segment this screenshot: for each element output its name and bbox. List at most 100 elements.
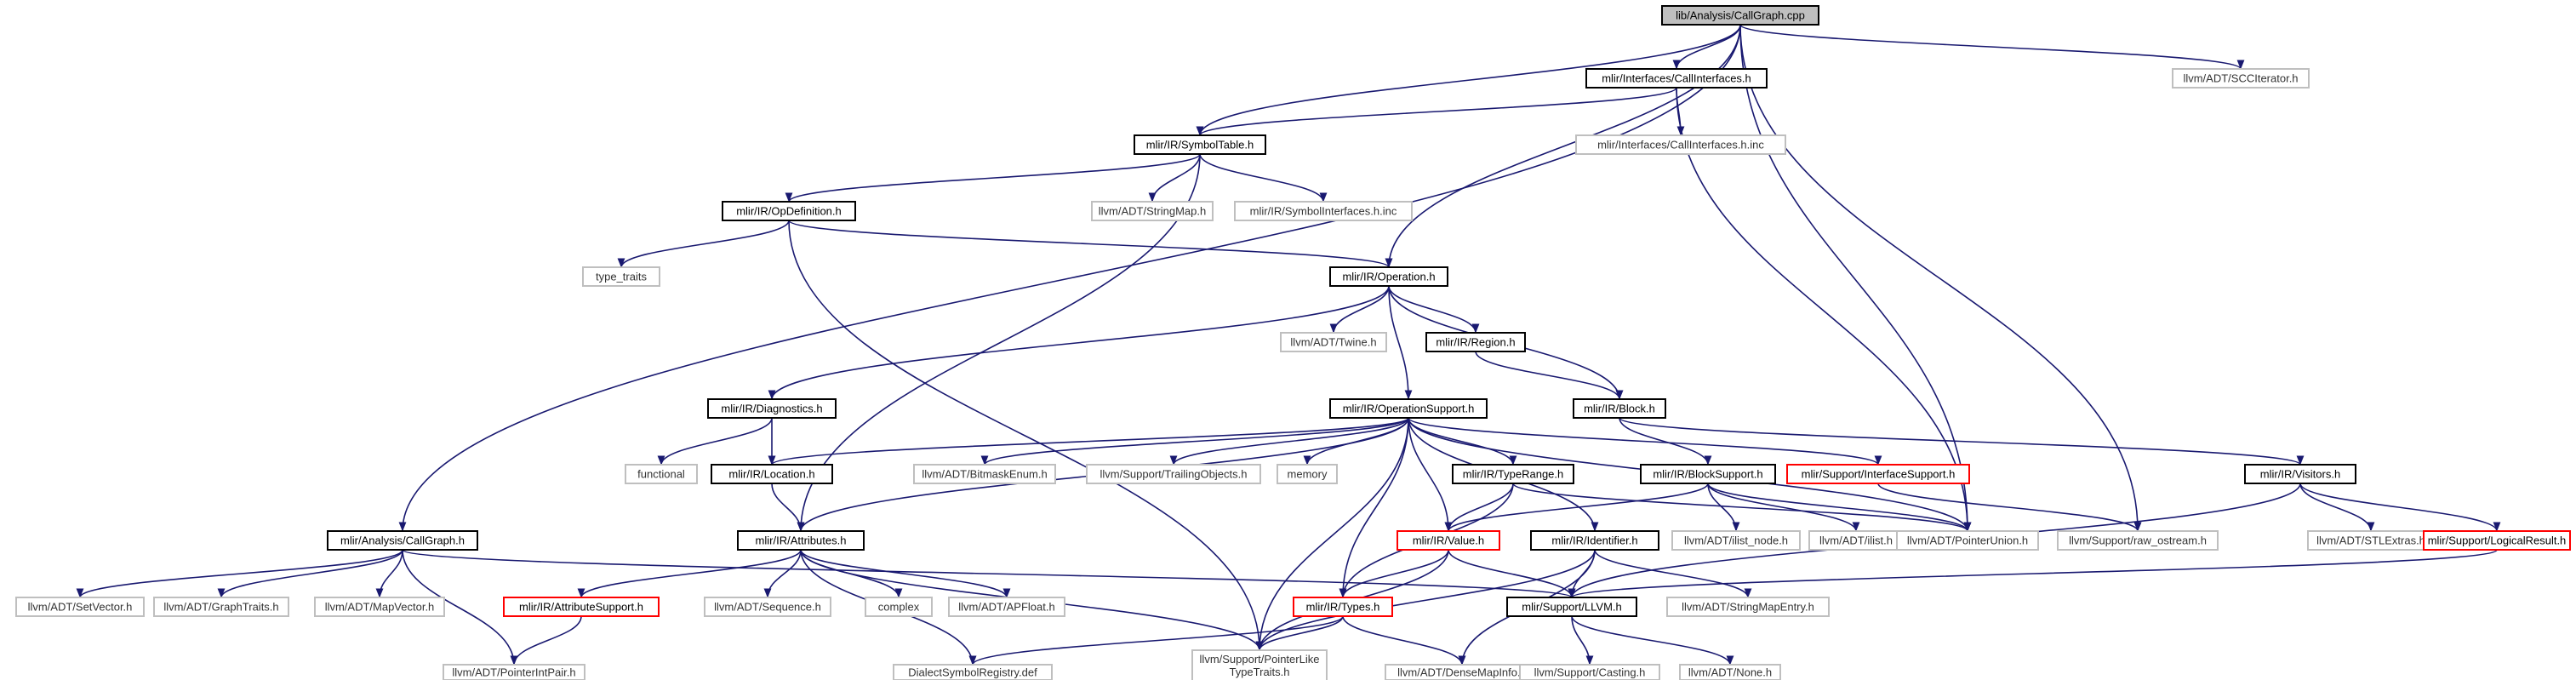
node-box (1640, 464, 1776, 484)
node-operationsupport-h[interactable]: mlir/IR/OperationSupport.h (1329, 398, 1488, 419)
node-box (1277, 464, 1338, 484)
node-box (865, 597, 933, 617)
node-symbolinterfaces-inc: mlir/IR/SymbolInterfaces.h.inc (1234, 201, 1413, 221)
node-callinterfaces-h[interactable]: mlir/Interfaces/CallInterfaces.h (1585, 68, 1768, 89)
node-attributes-h[interactable]: mlir/IR/Attributes.h (737, 530, 865, 551)
node-label: llvm/ADT/SetVector.h (28, 600, 133, 613)
node-label: mlir/IR/Operation.h (1342, 270, 1435, 283)
node-graphtraits-h: llvm/ADT/GraphTraits.h (153, 597, 289, 617)
edge-analysis_callgraph_h-to-pointerintpair_h (402, 549, 518, 666)
node-stlextras-h: llvm/ADT/STLExtras.h (2307, 530, 2435, 551)
node-box (893, 664, 1053, 680)
node-label: llvm/ADT/ilist_node.h (1684, 534, 1788, 546)
node-label: mlir/IR/OperationSupport.h (1343, 402, 1475, 414)
edge-support_llvm_h-to-casting_h (1571, 615, 1594, 666)
node-pointerintpair-h: llvm/ADT/PointerIntPair.h (443, 664, 585, 680)
node-box (1452, 464, 1574, 484)
edge-blocksupport_h-to-pointerunion_h (1707, 483, 1972, 532)
edge-symboltable_h-to-stringmap_h (1148, 153, 1201, 203)
node-support-llvm-h[interactable]: mlir/Support/LLVM.h (1506, 597, 1637, 617)
edge-attributes_h-to-attributesupport_h (577, 549, 802, 598)
edge-location_h-to-attributes_h (771, 483, 805, 532)
edge-operationsupport_h-to-bitmaskenum_h (980, 417, 1409, 466)
node-operation-h[interactable]: mlir/IR/Operation.h (1329, 266, 1448, 287)
node-label: llvm/Support/PointerLike (1200, 653, 1320, 666)
node-label: DialectSymbolRegistry.def (908, 666, 1037, 678)
node-box (1091, 201, 1214, 221)
node-attributesupport-h[interactable]: mlir/IR/AttributeSupport.h (503, 597, 660, 617)
edge-region_h-to-block_h (1475, 351, 1624, 400)
node-box (582, 266, 660, 287)
node-label: llvm/ADT/GraphTraits.h (163, 600, 278, 613)
node-identifier-h[interactable]: mlir/IR/Identifier.h (1530, 530, 1659, 551)
node-label: TypeTraits.h (1229, 666, 1289, 678)
node-ilist-h: llvm/ADT/ilist.h (1808, 530, 1904, 551)
node-callinterfaces-inc: mlir/Interfaces/CallInterfaces.h.inc (1575, 134, 1786, 155)
node-opdefinition-h[interactable]: mlir/IR/OpDefinition.h (722, 201, 856, 221)
edge-callgraph_cpp-to-symboltable_h (1196, 24, 1741, 136)
node-label: mlir/Support/LogicalResult.h (2428, 534, 2567, 546)
node-label: mlir/IR/Region.h (1436, 335, 1515, 348)
node-label: llvm/ADT/PointerUnion.h (1907, 534, 2028, 546)
node-apfloat-h: llvm/ADT/APFloat.h (948, 597, 1065, 617)
node-label: mlir/Support/InterfaceSupport.h (1802, 467, 1956, 480)
node-box (1519, 664, 1660, 680)
edge-operationsupport_h-to-types_h (1339, 417, 1409, 598)
edge-blocksupport_h-to-ilist_h (1707, 483, 1860, 532)
node-interfacesupport-h[interactable]: mlir/Support/InterfaceSupport.h (1786, 464, 1970, 484)
node-type-traits: type_traits (582, 266, 660, 287)
node-label: mlir/IR/Attributes.h (756, 534, 847, 546)
node-label: mlir/IR/Visitors.h (2260, 467, 2340, 480)
node-location-h[interactable]: mlir/IR/Location.h (711, 464, 833, 484)
node-box (1280, 332, 1387, 352)
node-label: llvm/Support/raw_ostream.h (2069, 534, 2207, 546)
node-box (913, 464, 1056, 484)
node-box (1666, 597, 1830, 617)
node-memory: memory (1277, 464, 1338, 484)
node-block-h[interactable]: mlir/IR/Block.h (1573, 398, 1666, 419)
node-box (1786, 464, 1970, 484)
edge-operationsupport_h-to-value_h (1408, 417, 1453, 532)
node-region-h[interactable]: mlir/IR/Region.h (1425, 332, 1526, 352)
node-bitmaskenum-h: llvm/ADT/BitmaskEnum.h (913, 464, 1056, 484)
edge-symboltable_h-to-symbolinterfaces_inc (1199, 153, 1328, 203)
node-typerange-h[interactable]: mlir/IR/TypeRange.h (1452, 464, 1574, 484)
node-value-h[interactable]: mlir/IR/Value.h (1397, 530, 1500, 551)
edge-attributesupport_h-to-pointerintpair_h (510, 615, 582, 666)
node-types-h[interactable]: mlir/IR/Types.h (1293, 597, 1393, 617)
node-box (948, 597, 1065, 617)
node-pointerunion-h: llvm/ADT/PointerUnion.h (1896, 530, 2039, 551)
edge-operationsupport_h-to-interfacesupport_h (1408, 417, 1882, 466)
node-analysis-callgraph-h[interactable]: mlir/Analysis/CallGraph.h (327, 530, 478, 551)
edge-attributes_h-to-apfloat_h (800, 549, 1011, 598)
node-visitors-h[interactable]: mlir/IR/Visitors.h (2244, 464, 2356, 484)
node-box (704, 597, 831, 617)
edge-callgraph_cpp-to-operation_h (1385, 24, 1741, 268)
node-label: llvm/ADT/ilist.h (1819, 534, 1893, 546)
node-box (1530, 530, 1659, 551)
node-label: mlir/IR/Identifier.h (1551, 534, 1637, 546)
node-box (1293, 597, 1393, 617)
edge-operation_h-to-diagnostics_h (768, 285, 1390, 400)
node-raw-ostream-h: llvm/Support/raw_ostream.h (2057, 530, 2219, 551)
node-label: llvm/ADT/StringMap.h (1099, 204, 1206, 217)
node-callgraph-cpp[interactable]: lib/Analysis/CallGraph.cpp (1661, 5, 1819, 26)
node-box (1397, 530, 1500, 551)
node-label: llvm/ADT/DenseMapInfo.h (1397, 666, 1527, 678)
node-logicalresult-h[interactable]: mlir/Support/LogicalResult.h (2423, 530, 2571, 551)
node-blocksupport-h[interactable]: mlir/IR/BlockSupport.h (1640, 464, 1776, 484)
node-label: mlir/IR/SymbolInterfaces.h.inc (1250, 204, 1397, 217)
edge-support_llvm_h-to-none_h (1571, 615, 1734, 666)
node-diagnostics-h[interactable]: mlir/IR/Diagnostics.h (707, 398, 837, 419)
edge-diagnostics_h-to-functional (657, 417, 773, 466)
node-symboltable-h[interactable]: mlir/IR/SymbolTable.h (1134, 134, 1266, 155)
edge-types_h-to-dialectsymbolregistry_def (968, 615, 1344, 666)
node-label: llvm/ADT/PointerIntPair.h (452, 666, 575, 678)
node-label: llvm/ADT/MapVector.h (325, 600, 435, 613)
node-box (2244, 464, 2356, 484)
node-label: llvm/ADT/STLExtras.h (2316, 534, 2425, 546)
edge-symboltable_h-to-opdefinition_h (785, 153, 1201, 203)
node-box (153, 597, 289, 617)
node-box (1679, 664, 1781, 680)
